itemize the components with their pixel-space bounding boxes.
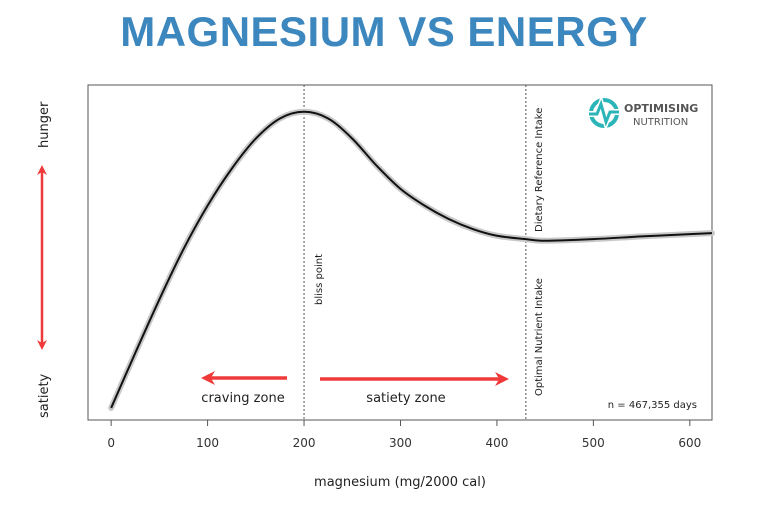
y-label-hunger: hunger [37, 101, 52, 148]
svg-text:NUTRITION: NUTRITION [633, 117, 688, 128]
svg-text:OPTIMISING: OPTIMISING [624, 102, 698, 115]
dri-label: Dietary Reference Intake [534, 108, 545, 232]
x-tick-label: 0 [107, 436, 115, 450]
chart-title: MAGNESIUM VS ENERGY [120, 8, 648, 55]
oni-label: Optimal Nutrient Intake [534, 278, 545, 396]
confidence-band [108, 108, 715, 411]
x-axis-label: magnesium (mg/2000 cal) [314, 475, 486, 490]
bliss-point-label: bliss point [314, 254, 325, 305]
craving-zone-label: craving zone [201, 391, 284, 406]
x-tick-label: 300 [389, 436, 412, 450]
x-tick-label: 600 [678, 436, 701, 450]
series-line [110, 110, 713, 409]
sample-size: n = 467,355 days [608, 400, 697, 411]
x-tick-label: 500 [582, 436, 605, 450]
x-tick-label: 400 [485, 436, 508, 450]
y-label-satiety: satiety [37, 373, 52, 418]
x-tick-label: 200 [293, 436, 316, 450]
satiety-zone-label: satiety zone [366, 391, 445, 406]
logo: OPTIMISING NUTRITION [589, 94, 698, 132]
x-tick-label: 100 [196, 436, 219, 450]
